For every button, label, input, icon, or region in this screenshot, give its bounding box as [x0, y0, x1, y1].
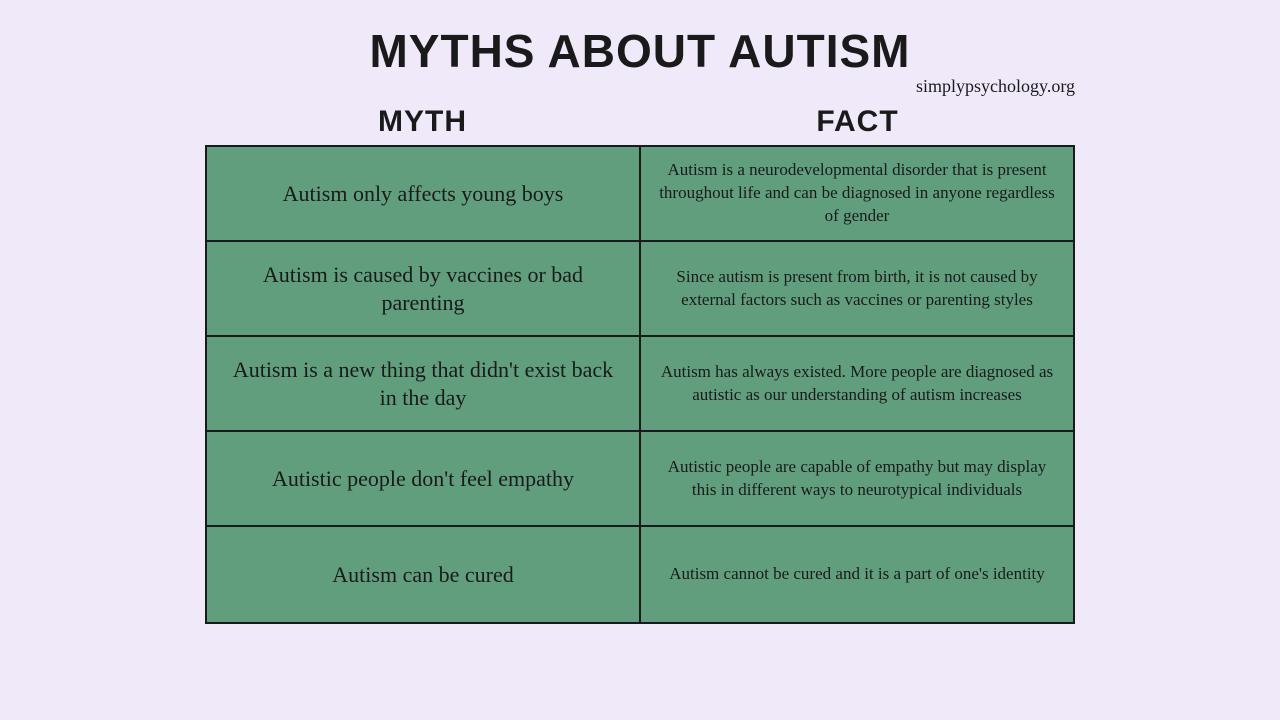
table-row: Autism only affects young boys Autism is…: [207, 147, 1073, 242]
table-row: Autism can be cured Autism cannot be cur…: [207, 527, 1073, 622]
table-row: Autism is caused by vaccines or bad pare…: [207, 242, 1073, 337]
fact-cell: Autistic people are capable of empathy b…: [641, 432, 1073, 525]
myth-fact-table: Autism only affects young boys Autism is…: [205, 145, 1075, 624]
fact-cell: Autism has always existed. More people a…: [641, 337, 1073, 430]
column-headers: MYTH FACT: [205, 105, 1075, 139]
myth-cell: Autistic people don't feel empathy: [207, 432, 641, 525]
fact-cell: Autism is a neurodevelopmental disorder …: [641, 147, 1073, 240]
myth-cell: Autism is caused by vaccines or bad pare…: [207, 242, 641, 335]
fact-cell: Autism cannot be cured and it is a part …: [641, 527, 1073, 622]
fact-header: FACT: [640, 105, 1075, 139]
myth-header: MYTH: [205, 105, 640, 139]
table-row: Autistic people don't feel empathy Autis…: [207, 432, 1073, 527]
source-attribution: simplypsychology.org: [205, 76, 1075, 97]
page-title: MYTHS ABOUT AUTISM: [369, 24, 910, 78]
myth-cell: Autism can be cured: [207, 527, 641, 622]
myth-cell: Autism only affects young boys: [207, 147, 641, 240]
infographic-container: MYTHS ABOUT AUTISM simplypsychology.org …: [0, 0, 1280, 720]
myth-cell: Autism is a new thing that didn't exist …: [207, 337, 641, 430]
table-row: Autism is a new thing that didn't exist …: [207, 337, 1073, 432]
fact-cell: Since autism is present from birth, it i…: [641, 242, 1073, 335]
